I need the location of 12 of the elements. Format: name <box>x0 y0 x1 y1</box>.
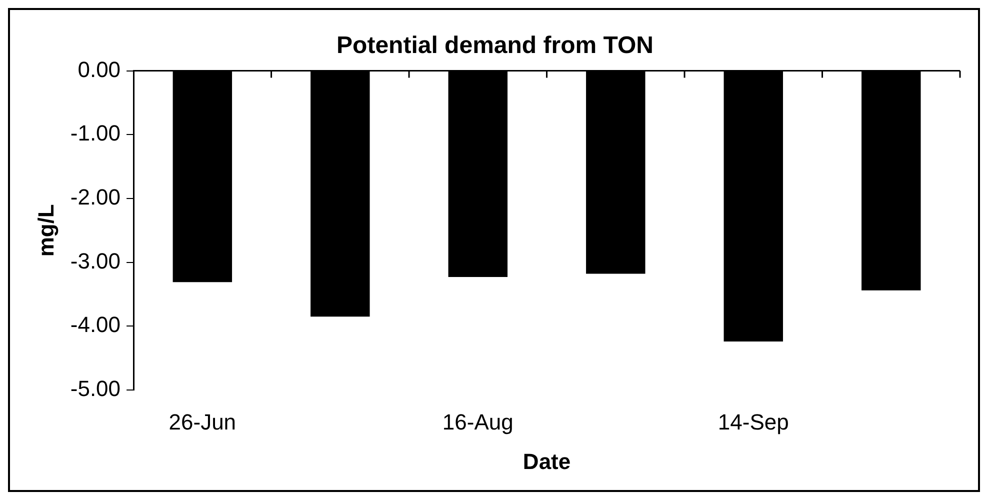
y-tick-label: -3.00 <box>70 248 121 274</box>
y-tick-label: 0.00 <box>78 56 121 82</box>
y-tick-label: -2.00 <box>70 184 121 210</box>
y-tick-label: -4.00 <box>70 312 121 338</box>
x-tick-label: 14-Sep <box>718 409 789 434</box>
x-axis-title: Date <box>522 448 571 474</box>
x-tick-label: 26-Jun <box>168 409 236 434</box>
y-axis-title: mg/L <box>33 204 58 257</box>
y-tick-label: -1.00 <box>70 120 121 146</box>
y-tick-label: -5.00 <box>70 376 121 402</box>
x-tick-label: 16-Aug <box>442 409 514 434</box>
chart-title: Potential demand from TON <box>336 32 654 60</box>
